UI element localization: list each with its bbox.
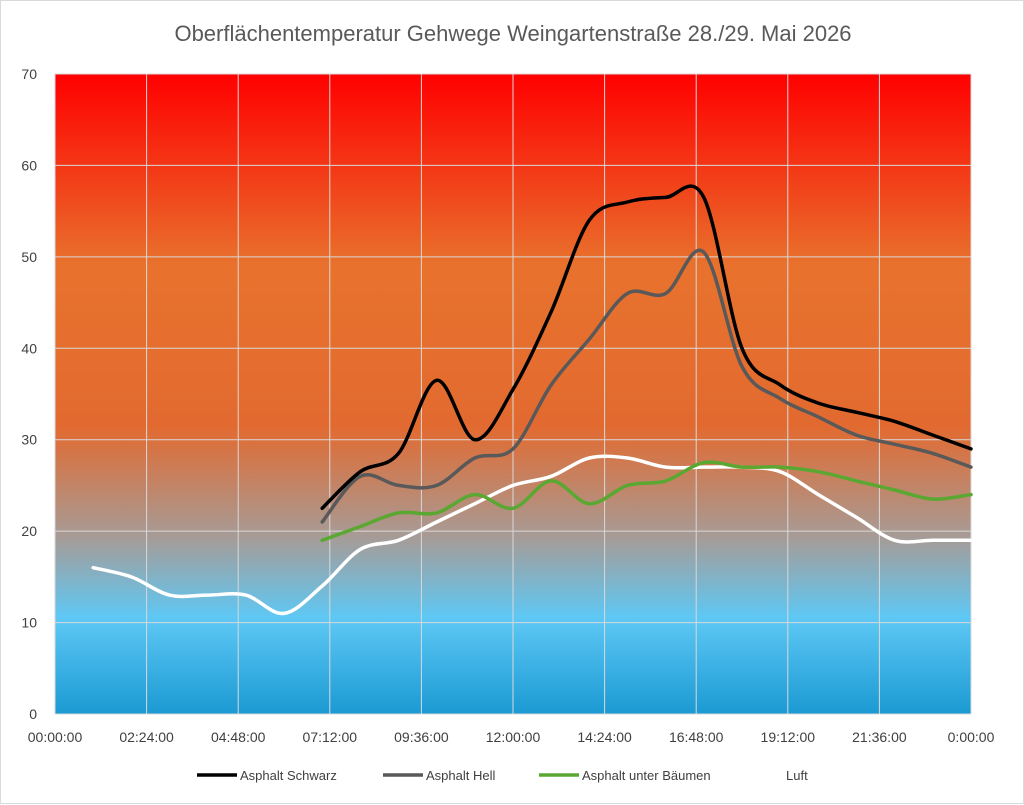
y-tick-label: 10 xyxy=(21,615,37,631)
legend-label-asphalt-hell: Asphalt Hell xyxy=(426,768,495,783)
x-tick-label: 14:24:00 xyxy=(577,729,632,745)
series-line-asphalt-hell xyxy=(320,248,973,524)
series-line-asphalt-unter-b-umen xyxy=(320,460,973,543)
series-line-asphalt-schwarz xyxy=(320,184,973,511)
x-tick-label: 04:48:00 xyxy=(211,729,266,745)
x-tick-label: 16:48:00 xyxy=(669,729,724,745)
legend-label-asphalt-unter-b-umen: Asphalt unter Bäumen xyxy=(582,768,711,783)
x-tick-label: 09:36:00 xyxy=(394,729,449,745)
x-axis-ticks: 00:00:00 02:24:00 04:48:00 07:12:00 09:36:00… xyxy=(28,729,995,745)
x-tick-label: 19:12:00 xyxy=(761,729,816,745)
legend-label-luft: Luft xyxy=(786,768,808,783)
series-line-luft xyxy=(91,454,973,616)
y-tick-label: 0 xyxy=(29,706,37,722)
x-tick-label: 21:36:00 xyxy=(852,729,907,745)
y-tick-label: 60 xyxy=(21,157,37,173)
y-tick-label: 40 xyxy=(21,340,37,356)
x-tick-label: 02:24:00 xyxy=(119,729,174,745)
y-tick-label: 20 xyxy=(21,523,37,539)
chart-title: Oberflächentemperatur Gehwege Weingarten… xyxy=(174,21,851,46)
x-tick-label: 07:12:00 xyxy=(303,729,358,745)
x-tick-label: 12:00:00 xyxy=(486,729,541,745)
x-tick-label: 0:00:00 xyxy=(948,729,995,745)
gridlines xyxy=(54,73,972,715)
legend: Asphalt Schwarz Asphalt Hell Asphalt unter… xyxy=(197,768,808,783)
y-tick-label: 30 xyxy=(21,432,37,448)
series-lines xyxy=(91,184,973,616)
y-axis-ticks: 0 10 20 30 40 50 60 70 xyxy=(21,66,37,722)
legend-label-asphalt-schwarz: Asphalt Schwarz xyxy=(240,768,337,783)
y-tick-label: 50 xyxy=(21,249,37,265)
y-tick-label: 70 xyxy=(21,66,37,82)
x-tick-label: 00:00:00 xyxy=(28,729,83,745)
